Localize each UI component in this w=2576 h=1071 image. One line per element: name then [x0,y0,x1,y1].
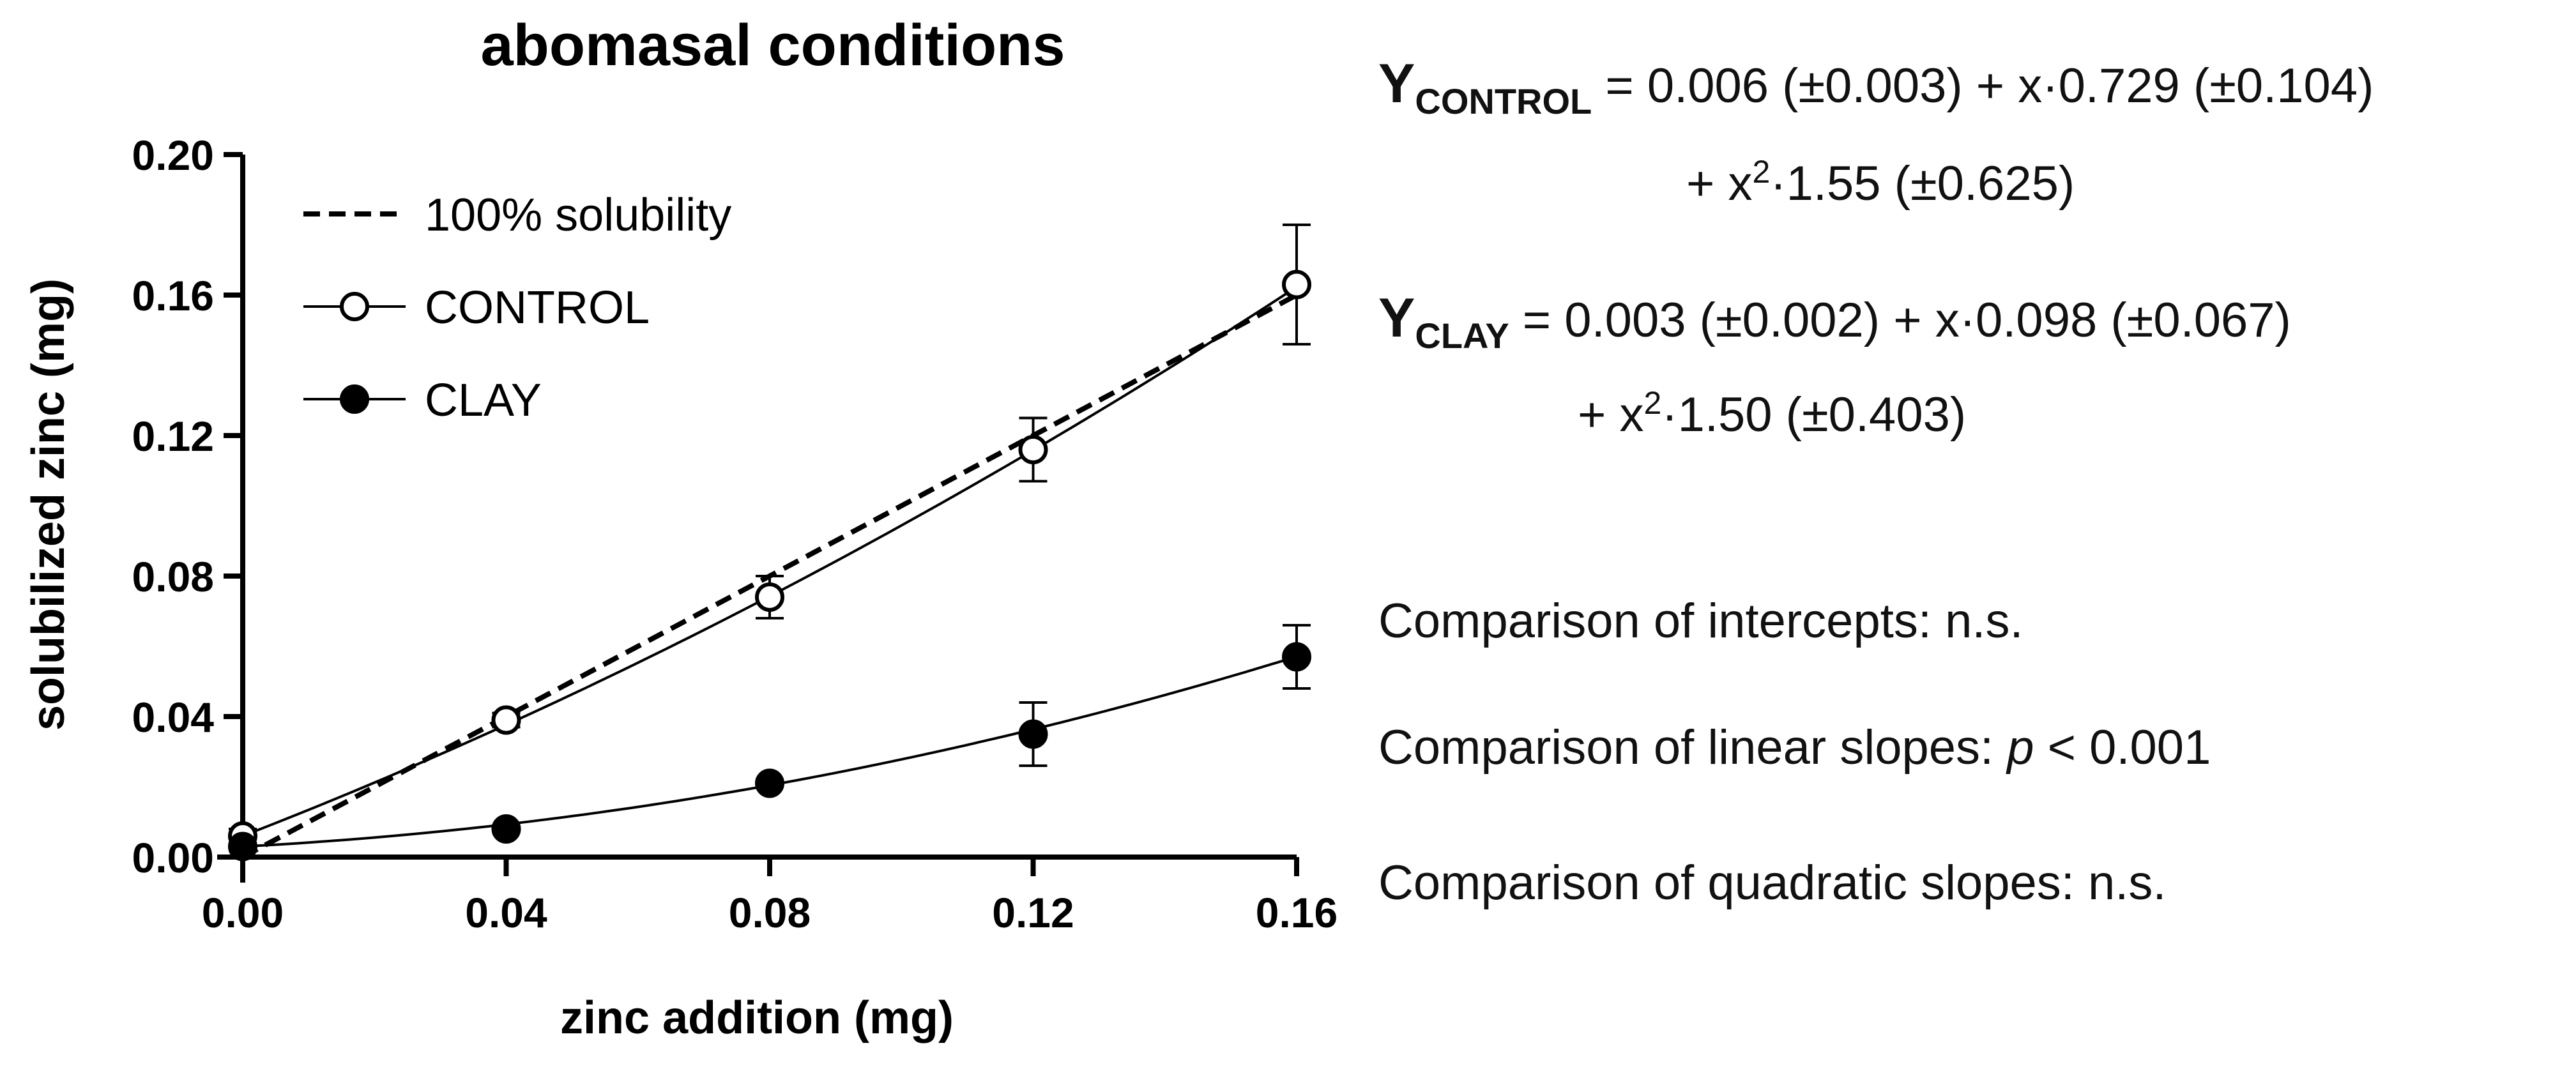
y-axis-label: solubilized zinc (mg) [23,278,74,731]
equation-control-sub: CONTROL [1415,81,1592,121]
plot-points [228,224,1311,862]
x-axis-label: zinc addition (mg) [560,992,954,1044]
data-point-clay [491,814,521,844]
equation-clay-line2: + x2·1.50 (±0.403) [1578,385,1967,442]
x-tick-label: 0.04 [465,889,547,936]
data-point-clay [1282,642,1311,672]
comparison-linear-slopes: Comparison of linear slopes: p < 0.001 [1378,720,2211,775]
legend-swatch-control-marker [340,292,369,321]
legend-swatch-clay-marker [340,384,369,414]
y-tick-label: 0.08 [132,553,214,600]
y-tick-label: 0.00 [132,834,214,881]
x-tick-label: 0.08 [729,889,811,936]
y-tick-label: 0.04 [132,694,215,741]
comparison-intercepts: Comparison of intercepts: n.s. [1378,594,2023,648]
equation-clay-line1: = 0.003 (±0.002) + x·0.098 (±0.067) [1509,293,2291,347]
data-point-control [491,705,521,735]
axes: 0.00 0.04 0.08 0.12 0.16 0.20 0.00 0.04 0.08 0.12… [132,132,1338,936]
equation-control-y: Y [1378,53,1415,114]
x-tick-label: 0.00 [202,889,284,936]
equation-control: YCONTROL = 0.006 (±0.003) + x·0.729 (±0.… [1378,53,2374,119]
equation-clay-y: Y [1378,287,1415,349]
legend-label-0: 100% solubility [425,190,731,241]
fit-curve-control [242,285,1298,837]
legend: 100% solubility CONTROL CLAY [303,190,731,426]
data-point-clay [1018,719,1048,749]
data-point-control [755,582,784,612]
equation-control-line1: = 0.006 (±0.003) + x·0.729 (±0.104) [1592,59,2374,113]
equation-clay: YCLAY = 0.003 (±0.002) + x·0.098 (±0.067… [1378,291,2291,354]
data-point-clay [755,768,784,798]
fit-curve-clay [242,655,1297,848]
data-point-clay [228,832,257,862]
comparison-quadratic-slopes: Comparison of quadratic slopes: n.s. [1378,856,2167,910]
y-tick-label: 0.12 [132,413,214,460]
x-tick-label: 0.12 [992,889,1074,936]
chart-title: abomasal conditions [480,13,1065,78]
equation-control-line2: + x2·1.55 (±0.625) [1686,154,2075,211]
data-point-control [1018,435,1048,464]
y-tick-label: 0.16 [132,272,214,319]
legend-label-1: CONTROL [425,282,650,333]
chart: abomasal conditions solubilized zinc (mg… [23,13,1338,1044]
data-point-control [1282,270,1311,300]
equation-clay-sub: CLAY [1415,315,1509,356]
legend-label-2: CLAY [425,375,542,426]
y-tick-label: 0.20 [132,132,214,179]
x-tick-label: 0.16 [1256,889,1338,936]
